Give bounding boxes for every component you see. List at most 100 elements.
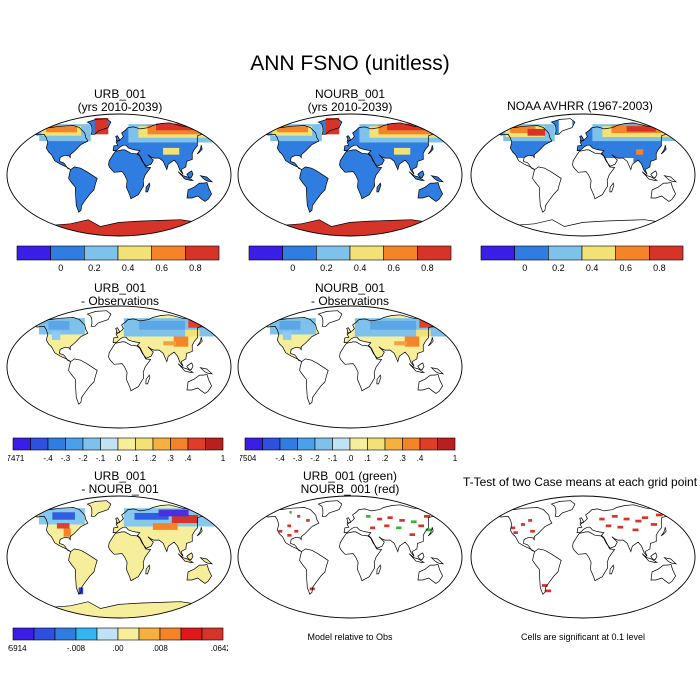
land-samerica [68, 548, 98, 595]
significant-cell [655, 513, 663, 517]
colorbar-tick-label: 0.4 [122, 263, 135, 272]
coastline-namerica [261, 125, 320, 170]
panel-title-urb: URB_001 (yrs 2010-2039) [20, 88, 220, 114]
coastline-borneo [186, 170, 194, 179]
diff-band [63, 528, 71, 537]
significant-cell [612, 514, 618, 518]
coastline-uk [115, 135, 121, 142]
coastline-samerica [68, 548, 98, 595]
significant-cell [541, 584, 548, 587]
coastline-samerica [68, 166, 98, 213]
coastline-madagascar [376, 182, 382, 193]
panel-title-line1: T-Test of two Case means at each grid po… [462, 475, 698, 489]
coastline-japan [196, 337, 203, 347]
nodata-mask [238, 358, 401, 428]
colorbar-swatch [649, 245, 684, 261]
colorbar-swatch [47, 437, 66, 451]
colorbar-tick-label: -.05914 [8, 644, 27, 652]
coastline-australia [186, 564, 213, 584]
colorbar-swatch [16, 245, 51, 261]
diff-hotspot [173, 336, 189, 347]
panel-title-line1: NOURB_001 [314, 87, 386, 101]
significant-cell [528, 519, 533, 522]
coastline-samerica [68, 358, 98, 405]
land-australia [187, 182, 212, 202]
colorbar-tick-label: 0.8 [189, 263, 202, 272]
colorbar-swatch [12, 437, 31, 451]
coastline-newguinea [199, 367, 214, 375]
colorbar-swatch [417, 245, 452, 261]
snow-band [626, 126, 656, 132]
diff-band [279, 320, 301, 330]
snow-band [527, 128, 546, 136]
coastline-eurasia [112, 504, 214, 557]
colorbar-swatch [279, 437, 298, 451]
nourb-cell [384, 524, 390, 528]
coastline-greenland [317, 500, 343, 517]
nourb-cell [423, 514, 431, 518]
colorbar-tick-label: 0.8 [421, 263, 434, 272]
colorbar-swatch [282, 245, 317, 261]
map-nourb-minus-obs [237, 305, 463, 429]
coastline-greenland [86, 118, 112, 135]
nourb-cell [297, 514, 301, 518]
coastline-japan [196, 527, 203, 537]
colorbar-swatch [180, 627, 203, 641]
coastline-indonesia [408, 553, 426, 563]
colorbar-tick-label: -.2 [78, 454, 88, 462]
urb-cell [396, 526, 402, 530]
diff-band [185, 329, 200, 337]
panel-title-line1: URB_001 [93, 469, 147, 483]
coastline-japan [427, 337, 434, 347]
colorbar-swatch [100, 437, 119, 451]
coastline-newguinea [199, 175, 214, 183]
colorbar-swatch [367, 437, 386, 451]
coastline-africa [108, 149, 152, 200]
panel-title-relative: URB_001 (green) NOURB_001 (red) [250, 470, 450, 496]
diff-band [139, 320, 186, 330]
colorbar-swatch [117, 627, 140, 641]
colorbar-tick-label: 0.4 [586, 263, 599, 272]
coastline-eurasia [576, 504, 678, 557]
panel-title-ttest: T-Test of two Case means at each grid po… [460, 476, 700, 489]
nourb-cell [399, 519, 405, 522]
colorbar-urb: 0 0.2 0.4 0.6 0.8 [16, 245, 220, 272]
coastline-eurasia [576, 122, 678, 175]
tibet-snow [393, 147, 411, 155]
land-samerica [299, 166, 329, 213]
colorbar-tick-label: .06423 [211, 644, 228, 652]
significant-cell [650, 523, 658, 526]
nourb-cell [287, 533, 292, 537]
significant-cell [605, 524, 612, 528]
land-africa [339, 149, 382, 199]
colorbar-swatch [96, 627, 119, 641]
map-urb-minus-obs [6, 305, 232, 429]
colorbar-tick-label: 0 [522, 263, 527, 272]
colorbar-tick-label: 0.6 [388, 263, 401, 272]
coastline-uk [115, 327, 121, 334]
colorbar-tick-label: 1 [221, 454, 226, 462]
coastline-japan [660, 145, 667, 155]
coastline-borneo [650, 170, 658, 179]
coastline-africa [108, 341, 152, 392]
significant-cell [513, 531, 518, 534]
colorbar-swatch [65, 437, 84, 451]
colorbar-swatch [152, 437, 171, 451]
panel-title-case-diff: URB_001 - NOURB_001 [20, 470, 220, 496]
colorbar-tick-label: 0.4 [354, 263, 367, 272]
significant-cell [530, 529, 535, 533]
colorbar-swatch [159, 627, 182, 641]
coastline-namerica [494, 125, 553, 170]
greenland-snow [94, 118, 109, 135]
colorbar-swatch [316, 245, 351, 261]
coastline-namerica [30, 125, 89, 170]
colorbar-tick-label: .4 [417, 454, 424, 462]
urb-cell [289, 510, 292, 514]
diff-band [282, 331, 292, 340]
diff-band [56, 523, 70, 529]
map-border [237, 305, 463, 429]
colorbar-swatch [349, 437, 368, 451]
map-relative-to-obs [237, 495, 463, 619]
colorbar-tick-label: .0 [347, 454, 354, 462]
significant-cell [641, 516, 649, 520]
